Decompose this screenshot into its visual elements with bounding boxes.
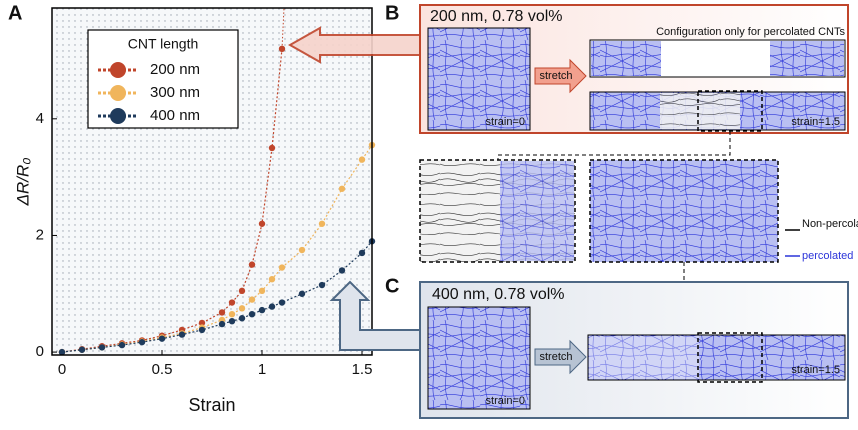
panel-title: 400 nm, 0.78 vol% [432, 286, 565, 303]
data-point [198, 319, 206, 327]
arrow-label: stretch [539, 351, 572, 363]
x-tick-label: 1.5 [352, 361, 373, 378]
data-point [258, 220, 266, 227]
zoom-image [589, 159, 779, 263]
data-point [118, 341, 126, 349]
arrow [534, 339, 587, 375]
legend-title: CNT length [128, 36, 199, 52]
legend-label: percolated [802, 250, 853, 262]
y-tick-label: 4 [36, 110, 44, 127]
data-point [318, 281, 326, 289]
data-point [338, 185, 346, 192]
data-point [278, 299, 286, 306]
x-tick-label: 1 [258, 361, 266, 378]
panel-title: 200 nm, 0.78 vol% [430, 8, 563, 25]
data-point [358, 249, 366, 257]
data-point [198, 326, 206, 334]
data-point [318, 220, 326, 227]
x-tick-label: 0.5 [152, 361, 173, 378]
data-point [248, 261, 256, 268]
data-point [228, 310, 236, 318]
legend-label: 200 nm [150, 61, 200, 78]
data-point [298, 246, 306, 254]
data-point [338, 267, 346, 274]
legend-label: 400 nm [150, 107, 200, 124]
panel-label: C [385, 275, 399, 297]
data-point [258, 306, 266, 314]
data-point [298, 290, 306, 297]
legend-marker [110, 85, 126, 101]
image [427, 27, 531, 131]
caption: Configuration only for percolated CNTs [656, 26, 845, 38]
legend-marker [110, 62, 126, 78]
zoom-image [500, 161, 574, 261]
legend-marker [110, 108, 126, 124]
data-point [268, 144, 276, 152]
data-point [58, 348, 66, 356]
arrow [329, 280, 429, 351]
arrow [287, 26, 421, 64]
y-axis-label: ΔR/R₀ [13, 158, 32, 207]
zoom-box [697, 332, 763, 383]
image [770, 41, 844, 76]
arrow-label: stretch [539, 70, 572, 82]
data-point [248, 296, 256, 303]
data-point [238, 305, 246, 312]
connector [497, 131, 731, 160]
data-point [358, 156, 366, 163]
legend-label: 300 nm [150, 84, 200, 101]
legend-label: Non-percolated [802, 218, 858, 230]
x-tick-label: 0 [58, 361, 66, 378]
data-point [278, 45, 286, 53]
data-point [178, 331, 186, 338]
data-point [248, 310, 256, 318]
panel-label: B [385, 2, 399, 24]
caption: strain=1.5 [791, 116, 840, 128]
data-point [268, 303, 276, 310]
caption: strain=0 [486, 116, 525, 128]
arrow [534, 58, 587, 94]
data-point [278, 264, 286, 271]
image [589, 336, 699, 379]
image [587, 334, 846, 381]
image [591, 41, 661, 76]
y-tick-label: 2 [36, 226, 44, 243]
y-tick-label: 0 [36, 343, 44, 360]
plot-frame [51, 7, 373, 356]
data-point [138, 338, 146, 346]
data-point [218, 320, 226, 328]
data-point [238, 315, 246, 322]
panel-label: A [8, 2, 22, 24]
caption: strain=1.5 [791, 364, 840, 376]
image [660, 93, 740, 129]
data-point [218, 309, 226, 316]
data-point [158, 335, 166, 342]
data-point [98, 344, 106, 351]
data-point [258, 287, 266, 295]
data-point [228, 317, 236, 325]
data-point [228, 299, 236, 306]
data-point [268, 275, 276, 283]
series-line [61, 144, 373, 353]
image [427, 306, 531, 410]
x-axis-label: Strain [188, 395, 235, 415]
data-point [78, 346, 86, 353]
caption: strain=0 [486, 395, 525, 407]
data-point [238, 287, 246, 295]
